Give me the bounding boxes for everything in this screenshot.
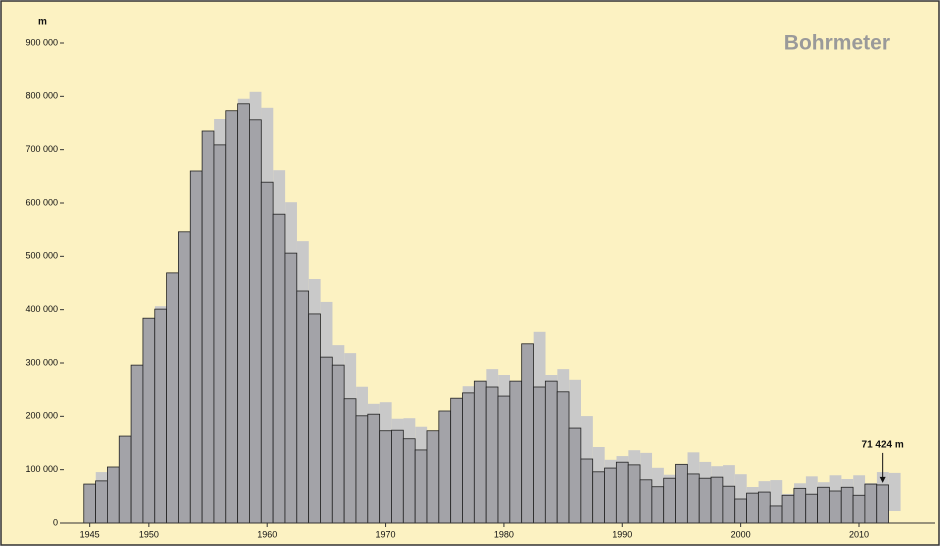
bar bbox=[686, 473, 700, 524]
bar bbox=[402, 438, 416, 524]
y-tick-label: 300 000 bbox=[25, 357, 58, 367]
bar bbox=[521, 343, 534, 524]
bar bbox=[355, 415, 369, 524]
bar bbox=[604, 467, 617, 524]
y-tick-label: 800 000 bbox=[25, 91, 58, 101]
bar bbox=[118, 435, 132, 524]
bar bbox=[769, 505, 783, 524]
bar bbox=[580, 458, 594, 524]
y-tick-label: 900 000 bbox=[25, 37, 58, 47]
y-tick-label: 100 000 bbox=[25, 464, 58, 474]
bar bbox=[710, 476, 724, 524]
bar-shadow bbox=[805, 476, 818, 511]
bar bbox=[805, 493, 818, 524]
bar bbox=[556, 391, 570, 524]
bar bbox=[592, 471, 605, 524]
x-tick-label: 1980 bbox=[494, 529, 514, 539]
bar bbox=[178, 231, 191, 524]
bar bbox=[83, 483, 96, 524]
x-tick-label: 1990 bbox=[612, 529, 632, 539]
annotation-arrowhead bbox=[879, 476, 886, 483]
bar-shadow bbox=[888, 472, 901, 511]
bar bbox=[272, 213, 286, 524]
bar bbox=[817, 486, 830, 524]
x-tick-label: 2000 bbox=[731, 529, 751, 539]
y-tick-label: 0 bbox=[53, 517, 58, 527]
bar bbox=[154, 308, 168, 524]
y-tick-label: 400 000 bbox=[25, 304, 58, 314]
bar bbox=[722, 485, 736, 524]
bar bbox=[497, 395, 511, 524]
bar bbox=[533, 386, 546, 524]
x-tick-label: 1950 bbox=[139, 529, 159, 539]
bar bbox=[473, 380, 487, 524]
bar bbox=[864, 483, 878, 524]
bar bbox=[462, 392, 475, 524]
bar bbox=[166, 272, 179, 524]
bar bbox=[852, 494, 866, 524]
bar bbox=[450, 397, 463, 524]
bar bbox=[651, 486, 665, 524]
bar-shadow bbox=[734, 474, 747, 511]
bar bbox=[130, 364, 144, 524]
bar bbox=[840, 486, 854, 524]
y-axis-unit: m bbox=[38, 17, 47, 28]
y-tick-label: 200 000 bbox=[25, 411, 58, 421]
bar bbox=[142, 317, 156, 524]
bar bbox=[260, 181, 274, 524]
bar bbox=[391, 429, 404, 524]
bar bbox=[237, 103, 250, 524]
bar bbox=[698, 477, 712, 524]
bar bbox=[663, 477, 676, 524]
bar bbox=[568, 427, 582, 524]
bar bbox=[414, 449, 428, 524]
x-tick-label: 2010 bbox=[849, 529, 869, 539]
bar bbox=[201, 130, 215, 524]
bar bbox=[213, 144, 227, 524]
y-tick-label: 700 000 bbox=[25, 144, 58, 154]
bar bbox=[189, 170, 203, 524]
bar bbox=[95, 480, 108, 524]
chart-title: Bohrmeter bbox=[784, 32, 890, 55]
bar bbox=[544, 380, 558, 524]
bar bbox=[627, 464, 641, 524]
bar bbox=[284, 252, 298, 524]
bar bbox=[308, 313, 321, 524]
bar-shadow bbox=[853, 475, 866, 511]
value-label: 71 424 m bbox=[862, 440, 904, 451]
bar bbox=[734, 498, 747, 524]
bar bbox=[296, 290, 310, 524]
bar bbox=[781, 494, 795, 524]
bar bbox=[426, 430, 440, 524]
bar bbox=[379, 430, 392, 524]
bar bbox=[828, 490, 842, 524]
bar bbox=[485, 386, 499, 524]
bar bbox=[746, 492, 759, 524]
bar bbox=[876, 484, 889, 524]
x-tick-label: 1960 bbox=[257, 529, 277, 539]
bar bbox=[438, 410, 452, 524]
x-tick-label: 1945 bbox=[80, 529, 100, 539]
bar bbox=[107, 466, 120, 524]
x-tick-label: 1970 bbox=[376, 529, 396, 539]
y-tick-label: 600 000 bbox=[25, 197, 58, 207]
bar bbox=[249, 119, 262, 524]
bar bbox=[331, 364, 345, 524]
bar bbox=[615, 461, 629, 524]
bar bbox=[225, 110, 239, 524]
bar bbox=[793, 487, 807, 524]
bar bbox=[343, 398, 357, 524]
bar bbox=[509, 380, 523, 524]
bar bbox=[757, 491, 771, 524]
bar bbox=[320, 356, 333, 524]
bar-shadow bbox=[770, 480, 783, 511]
y-tick-label: 500 000 bbox=[25, 251, 58, 261]
bar bbox=[639, 479, 653, 524]
bar bbox=[675, 463, 688, 524]
bar bbox=[367, 413, 381, 524]
